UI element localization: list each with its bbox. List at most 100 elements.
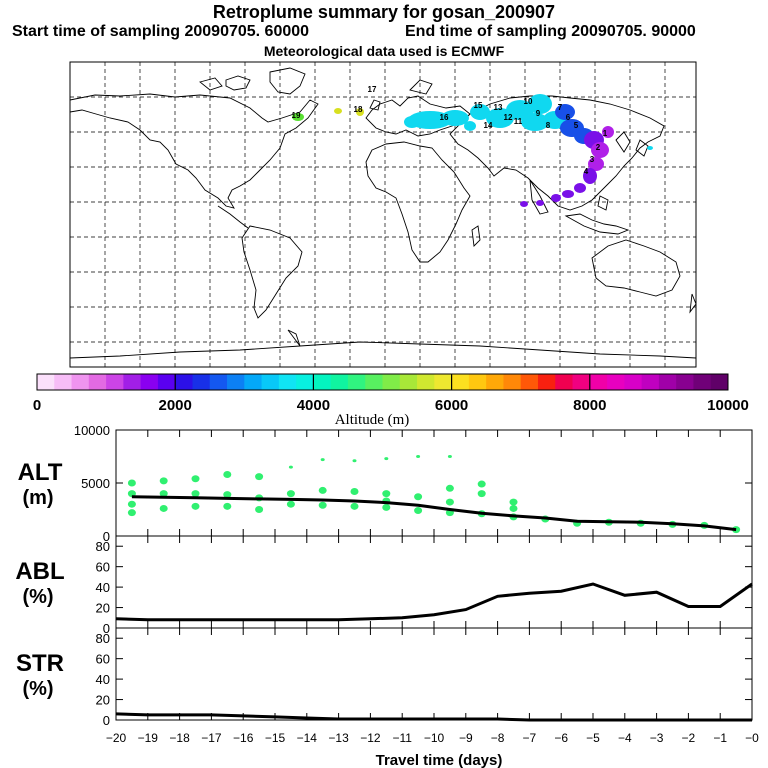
x-tick-label: −1 [713,731,727,745]
colorbar-swatch [365,374,383,390]
plume-day-label: 15 [474,101,483,110]
alt-scatter-point [127,479,136,487]
end-time-label: End time of sampling 20090705. 90000 [405,23,696,40]
panel-label: STR [16,650,64,677]
y-tick-label: 0 [103,529,110,544]
colorbar-swatch [382,374,401,390]
x-tick-label: −6 [554,731,568,745]
alt-scatter-point [318,501,327,509]
colorbar-tick-label: 6000 [435,397,468,414]
plume-day-label: 16 [440,113,449,122]
y-tick-label: 60 [96,652,110,667]
x-tick-label: −12 [360,731,381,745]
alt-scatter-point [447,455,452,458]
alt-scatter-point [445,484,454,492]
x-tick-label: −2 [682,731,696,745]
alt-scatter-point [352,459,357,463]
plume-marker [583,168,597,184]
colorbar-swatch [54,374,73,390]
x-tick-label: −0 [745,731,759,745]
plume-marker [528,94,552,114]
y-tick-label: 20 [96,693,110,708]
plume-day-label: 12 [504,113,513,122]
colorbar-label: Altitude (m) [335,412,410,428]
colorbar-swatch [434,374,453,390]
x-tick-label: −5 [586,731,600,745]
x-tick-label: −18 [169,731,190,745]
x-tick-label: −16 [233,731,254,745]
panel-frame [115,429,753,537]
colorbar-swatch [88,374,107,390]
met-data-label: Meteorological data used is ECMWF [263,43,505,59]
str-panel: 80 60 40 20 0 STR(%) [16,627,753,728]
plume-marker [588,157,604,171]
alt-scatter-point [191,502,200,510]
alt-scatter-point [191,475,200,483]
plume-marker [520,201,528,207]
y-tick-label: 20 [96,601,110,616]
plume-day-label: 17 [368,85,377,94]
chart-title: Retroplume summary for gosan_200907 [212,2,556,22]
alt-scatter-point [288,465,293,469]
colorbar-swatch [278,374,297,390]
panel-label: ALT [18,459,63,486]
y-tick-label: 80 [96,631,110,646]
panel-unit-label: (%) [22,586,53,608]
alt-scatter-point [318,486,327,494]
plume-day-label: 19 [292,111,301,120]
plume-marker [647,146,653,150]
plume-marker [292,113,304,121]
colorbar-swatch [330,374,349,390]
x-tick-label: −8 [491,731,505,745]
alt-scatter-point [159,490,168,498]
colorbar-swatch [140,374,159,390]
colorbar-swatch [209,374,228,390]
y-tick-label: 0 [103,621,110,636]
x-tick-label: −7 [523,731,537,745]
plume-marker [574,183,586,193]
colorbar-swatch [417,374,435,390]
colorbar-swatch [641,374,660,390]
altitude-colorbar: 0 2000 4000 6000 8000 10000 Altitude (m) [33,373,749,428]
colorbar-swatch [106,374,124,390]
plume-marker [464,121,476,131]
x-axis: Travel time (days) −20 −19 −18 −17 −16 −15 −14… [106,731,759,768]
plume-markers [292,94,653,207]
x-tick-label: −10 [424,731,445,745]
abl-panel: 80 60 40 20 0 ABL(%) [15,535,753,636]
plume-day-label: 10 [524,97,533,106]
colorbar-swatch [175,374,193,390]
x-tick-label: −13 [328,731,349,745]
alt-scatter-point [223,502,232,510]
alt-scatter-point [286,490,295,498]
coastlines [69,67,697,359]
alt-panel: 10000 5000 0 ALT(m) [18,423,753,544]
alt-scatter-point [255,506,264,513]
colorbar-swatch [157,374,176,390]
x-tick-label: −11 [392,731,412,745]
colorbar-tick-label: 8000 [573,397,606,414]
colorbar-swatch [520,374,539,390]
series-line [115,582,753,622]
x-tick-label: −14 [297,731,318,745]
plume-day-label: 4 [584,167,589,176]
colorbar-tick-label: 2000 [159,397,192,414]
colorbar-swatch [227,374,245,390]
y-tick-label: 40 [96,580,110,595]
y-tick-label: 0 [103,713,110,728]
alt-scatter-point [191,490,200,498]
plume-day-label: 13 [494,103,503,112]
plume-marker [521,113,549,131]
start-time-label: Start time of sampling 20090705. 60000 [12,23,310,40]
colorbar-swatch [710,374,729,390]
colorbar-swatch [123,374,142,390]
colorbar-frame [36,373,729,391]
colorbar-swatch [71,374,90,390]
plume-day-label: 11 [514,117,523,126]
plume-day-label: 3 [590,155,595,164]
alt-scatter-point [159,477,168,485]
colorbar-swatch [693,374,712,390]
x-tick-label: −3 [650,731,664,745]
